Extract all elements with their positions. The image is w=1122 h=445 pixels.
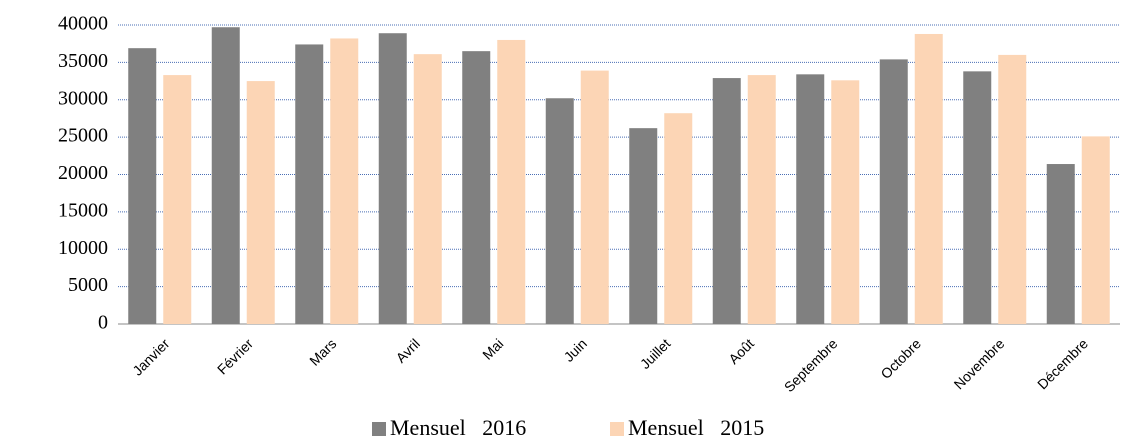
x-tick-label: Septembre: [781, 335, 841, 395]
bar: [580, 70, 609, 324]
bar: [831, 80, 860, 324]
x-tick-label: Février: [214, 335, 256, 377]
y-tick-label: 15000: [58, 199, 108, 221]
x-tick-label: Octobre: [877, 335, 924, 382]
bar: [378, 33, 407, 324]
y-tick-label: 0: [98, 312, 108, 334]
bar: [879, 59, 908, 324]
bar: [712, 78, 741, 324]
x-tick-label: Mars: [306, 335, 339, 368]
bar: [128, 48, 157, 325]
x-tick-label: Décembre: [1034, 335, 1091, 392]
bar: [914, 33, 943, 324]
bar: [629, 128, 658, 324]
x-tick-label: Mai: [479, 335, 506, 362]
bar: [295, 44, 324, 325]
bar: [1046, 164, 1075, 324]
bar: [998, 54, 1027, 325]
bar: [163, 75, 192, 325]
x-tick-label: Janvier: [129, 335, 172, 378]
bar: [1081, 136, 1110, 324]
legend-swatch: [610, 422, 624, 436]
x-tick-label: Juillet: [637, 335, 674, 372]
y-tick-label: 20000: [58, 162, 108, 184]
y-tick-label: 40000: [58, 13, 108, 35]
x-tick-label: Août: [725, 335, 757, 367]
y-tick-label: 10000: [58, 237, 108, 259]
y-tick-label: 5000: [68, 274, 108, 296]
bar: [246, 81, 275, 324]
bar: [462, 51, 491, 324]
bar: [963, 71, 992, 324]
legend-label: Mensuel 2016: [390, 415, 526, 440]
bar: [211, 27, 240, 325]
x-tick-label: Novembre: [951, 335, 1008, 392]
y-tick-label: 35000: [58, 50, 108, 72]
bar: [497, 39, 526, 324]
bar: [664, 113, 693, 324]
bar: [330, 38, 359, 325]
bar: [796, 74, 825, 325]
legend-swatch: [372, 422, 386, 436]
bar: [413, 54, 442, 325]
x-tick-label: Avril: [393, 335, 423, 365]
x-tick-label: Juin: [561, 335, 590, 364]
bar: [747, 75, 776, 325]
bar: [545, 98, 574, 324]
legend-label: Mensuel 2015: [628, 415, 764, 440]
y-tick-label: 30000: [58, 87, 108, 109]
y-tick-label: 25000: [58, 125, 108, 147]
